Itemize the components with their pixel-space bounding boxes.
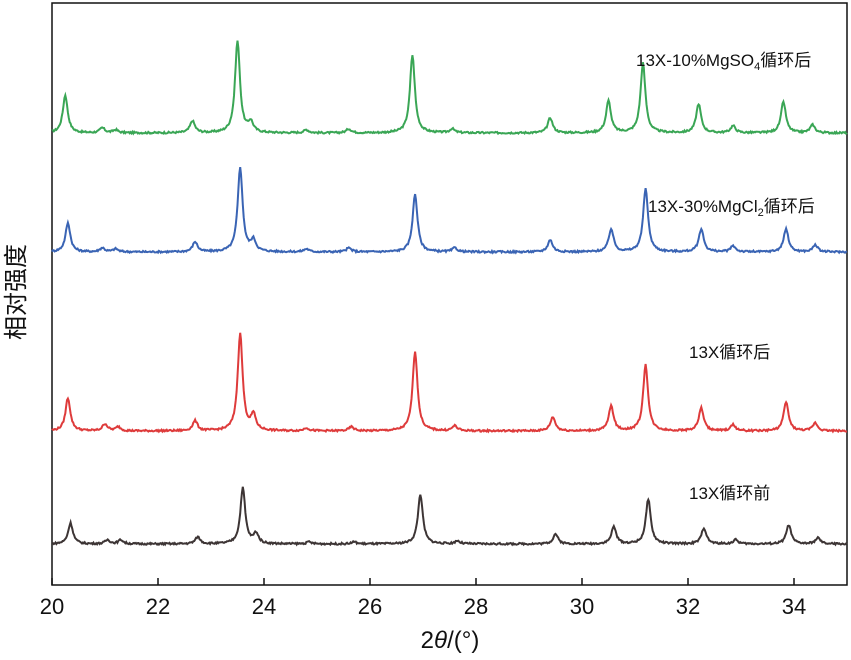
x-axis-label: 2θ/(°) <box>421 627 480 654</box>
x-tick-label: 28 <box>464 594 488 619</box>
series-line <box>51 332 847 434</box>
x-tick-label: 34 <box>782 594 806 619</box>
x-axis-ticks: 20 22 24 26 28 30 32 34 <box>40 578 806 619</box>
x-tick-label: 32 <box>676 594 700 619</box>
series-line <box>51 166 848 255</box>
series-line <box>51 486 848 547</box>
x-tick-label: 20 <box>40 594 64 619</box>
x-tick-label: 30 <box>570 594 594 619</box>
series-line <box>51 40 848 136</box>
series-label: 13X循环前 <box>689 484 770 503</box>
y-axis-label: 相对强度 <box>3 244 30 340</box>
x-tick-label: 26 <box>358 594 382 619</box>
x-tick-label: 24 <box>252 594 276 619</box>
series-curves <box>51 40 848 547</box>
series-label: 13X-30%MgCl2循环后 <box>648 197 815 219</box>
plot-frame <box>51 2 848 586</box>
series-label: 13X循环后 <box>689 343 770 362</box>
series-labels: 13X-10%MgSO4循环后 13X-30%MgCl2循环后 13X循环后 13X循… <box>636 51 815 503</box>
series-label: 13X-10%MgSO4循环后 <box>636 51 811 73</box>
x-tick-label: 22 <box>146 594 170 619</box>
